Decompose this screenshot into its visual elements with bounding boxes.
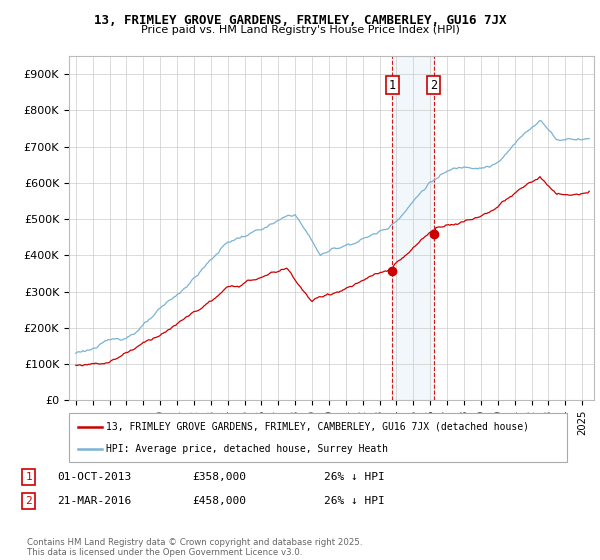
- Text: 2: 2: [25, 496, 32, 506]
- Text: Contains HM Land Registry data © Crown copyright and database right 2025.
This d: Contains HM Land Registry data © Crown c…: [27, 538, 362, 557]
- Text: 13, FRIMLEY GROVE GARDENS, FRIMLEY, CAMBERLEY, GU16 7JX (detached house): 13, FRIMLEY GROVE GARDENS, FRIMLEY, CAMB…: [106, 422, 529, 432]
- Text: 1: 1: [389, 78, 396, 91]
- Text: 21-MAR-2016: 21-MAR-2016: [57, 496, 131, 506]
- Text: 26% ↓ HPI: 26% ↓ HPI: [324, 496, 385, 506]
- Text: 13, FRIMLEY GROVE GARDENS, FRIMLEY, CAMBERLEY, GU16 7JX: 13, FRIMLEY GROVE GARDENS, FRIMLEY, CAMB…: [94, 14, 506, 27]
- Text: 2: 2: [430, 78, 437, 91]
- Text: 1: 1: [25, 472, 32, 482]
- Text: HPI: Average price, detached house, Surrey Heath: HPI: Average price, detached house, Surr…: [106, 444, 388, 454]
- Text: Price paid vs. HM Land Registry's House Price Index (HPI): Price paid vs. HM Land Registry's House …: [140, 25, 460, 35]
- Text: £358,000: £358,000: [192, 472, 246, 482]
- Text: 26% ↓ HPI: 26% ↓ HPI: [324, 472, 385, 482]
- Text: 01-OCT-2013: 01-OCT-2013: [57, 472, 131, 482]
- Text: £458,000: £458,000: [192, 496, 246, 506]
- Bar: [392, 56, 434, 400]
